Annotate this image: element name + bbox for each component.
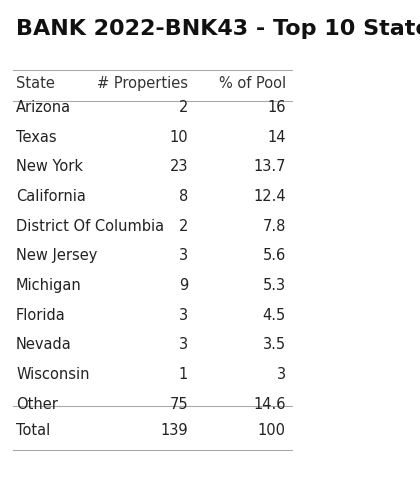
- Text: California: California: [16, 189, 86, 204]
- Text: 10: 10: [169, 130, 188, 145]
- Text: 5.6: 5.6: [262, 248, 286, 263]
- Text: 3.5: 3.5: [262, 337, 286, 352]
- Text: 1: 1: [178, 367, 188, 382]
- Text: 7.8: 7.8: [262, 219, 286, 234]
- Text: 3: 3: [277, 367, 286, 382]
- Text: Florida: Florida: [16, 308, 66, 323]
- Text: # Properties: # Properties: [97, 76, 188, 91]
- Text: 12.4: 12.4: [253, 189, 286, 204]
- Text: New York: New York: [16, 159, 83, 174]
- Text: 139: 139: [160, 423, 188, 438]
- Text: Total: Total: [16, 423, 50, 438]
- Text: 4.5: 4.5: [262, 308, 286, 323]
- Text: Nevada: Nevada: [16, 337, 72, 352]
- Text: 16: 16: [267, 100, 286, 115]
- Text: 100: 100: [258, 423, 286, 438]
- Text: 13.7: 13.7: [253, 159, 286, 174]
- Text: 3: 3: [179, 248, 188, 263]
- Text: 5.3: 5.3: [262, 278, 286, 293]
- Text: 8: 8: [178, 189, 188, 204]
- Text: State: State: [16, 76, 55, 91]
- Text: 14: 14: [267, 130, 286, 145]
- Text: BANK 2022-BNK43 - Top 10 States: BANK 2022-BNK43 - Top 10 States: [16, 19, 420, 38]
- Text: 3: 3: [179, 308, 188, 323]
- Text: 2: 2: [178, 219, 188, 234]
- Text: Michigan: Michigan: [16, 278, 82, 293]
- Text: % of Pool: % of Pool: [219, 76, 286, 91]
- Text: Wisconsin: Wisconsin: [16, 367, 89, 382]
- Text: 23: 23: [169, 159, 188, 174]
- Text: 2: 2: [178, 100, 188, 115]
- Text: New Jersey: New Jersey: [16, 248, 97, 263]
- Text: 75: 75: [169, 397, 188, 412]
- Text: 9: 9: [178, 278, 188, 293]
- Text: 14.6: 14.6: [253, 397, 286, 412]
- Text: Arizona: Arizona: [16, 100, 71, 115]
- Text: District Of Columbia: District Of Columbia: [16, 219, 164, 234]
- Text: 3: 3: [179, 337, 188, 352]
- Text: Texas: Texas: [16, 130, 57, 145]
- Text: Other: Other: [16, 397, 58, 412]
